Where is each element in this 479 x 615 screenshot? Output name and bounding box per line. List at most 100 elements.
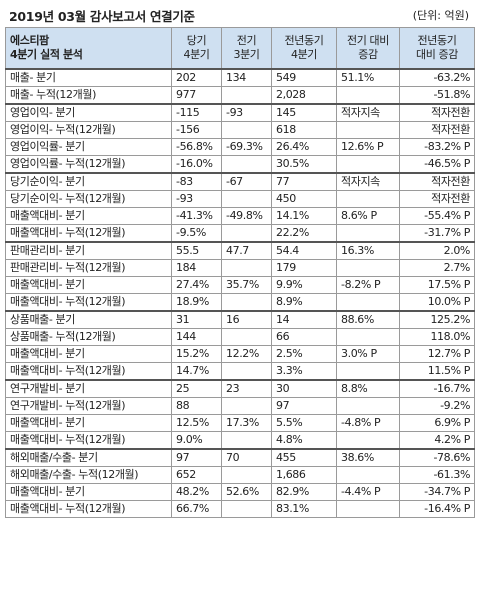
row-label: 매출액대비- 분기	[5, 207, 172, 225]
table-row: 영업이익- 분기 -115 -93 145 적자지속 적자전환	[5, 103, 475, 122]
table-row: 영업이익- 누적(12개월) -156 618 적자전환	[5, 121, 475, 139]
cell-qoq-change	[336, 500, 400, 518]
cell-prev-q: -67	[221, 172, 272, 191]
row-label: 상품매출- 분기	[5, 310, 172, 329]
table-row: 당기순이익- 분기 -83 -67 77 적자지속 적자전환	[5, 172, 475, 191]
table-row: 연구개발비- 누적(12개월) 88 97 -9.2%	[5, 397, 475, 415]
cell-prev-q: 47.7	[221, 241, 272, 260]
cell-qoq-change: 16.3%	[336, 241, 400, 260]
cell-qoq-change: 적자지속	[336, 103, 400, 122]
financial-table: 에스티팜 4분기 실적 분석 당기 4분기 전기 3분기 전년동기 4분기 전기 대비…	[5, 27, 475, 518]
cell-prev-q: 70	[221, 448, 272, 467]
cell-prev-q	[221, 224, 272, 243]
table-row: 판매관리비- 분기 55.5 47.7 54.4 16.3% 2.0%	[5, 241, 475, 260]
cell-current-q: 652	[171, 466, 222, 484]
cell-yoy-q: 26.4%	[271, 138, 337, 156]
cell-yoy-change: 125.2%	[399, 310, 475, 329]
cell-yoy-q: 54.4	[271, 241, 337, 260]
cell-qoq-change	[336, 362, 400, 381]
cell-yoy-change: 10.0% P	[399, 293, 475, 312]
cell-prev-q: 52.6%	[221, 483, 272, 501]
cell-qoq-change	[336, 190, 400, 208]
cell-qoq-change	[336, 155, 400, 174]
cell-current-q: -115	[171, 103, 222, 122]
table-row: 매출액대비- 분기 27.4% 35.7% 9.9% -8.2% P 17.5% P	[5, 276, 475, 294]
cell-current-q: 88	[171, 397, 222, 415]
cell-current-q: 202	[171, 68, 222, 87]
cell-prev-q	[221, 362, 272, 381]
cell-yoy-q: 14	[271, 310, 337, 329]
table-row: 상품매출- 누적(12개월) 144 66 118.0%	[5, 328, 475, 346]
cell-qoq-change: 적자지속	[336, 172, 400, 191]
cell-current-q: 27.4%	[171, 276, 222, 294]
cell-yoy-q: 145	[271, 103, 337, 122]
row-label: 영업이익률- 분기	[5, 138, 172, 156]
cell-qoq-change: 3.0% P	[336, 345, 400, 363]
header-company: 에스티팜	[10, 34, 49, 47]
cell-yoy-q: 2,028	[271, 86, 337, 105]
cell-qoq-change: 8.8%	[336, 379, 400, 398]
cell-qoq-change: -4.4% P	[336, 483, 400, 501]
row-label: 영업이익- 분기	[5, 103, 172, 122]
cell-current-q: 144	[171, 328, 222, 346]
cell-yoy-change: -9.2%	[399, 397, 475, 415]
unit-label: (단위: 억원)	[412, 9, 469, 22]
cell-yoy-q: 9.9%	[271, 276, 337, 294]
row-label: 매출액대비- 분기	[5, 483, 172, 501]
cell-prev-q: 134	[221, 68, 272, 87]
cell-yoy-change: 4.2% P	[399, 431, 475, 450]
row-label: 연구개발비- 분기	[5, 379, 172, 398]
cell-qoq-change	[336, 224, 400, 243]
cell-current-q: 66.7%	[171, 500, 222, 518]
header-qoq-change: 전기 대비 증감	[336, 27, 400, 70]
cell-prev-q: 17.3%	[221, 414, 272, 432]
cell-yoy-q: 82.9%	[271, 483, 337, 501]
cell-qoq-change	[336, 397, 400, 415]
cell-prev-q	[221, 500, 272, 518]
row-label: 해외매출/수출- 누적(12개월)	[5, 466, 172, 484]
table-row: 영업이익률- 분기 -56.8% -69.3% 26.4% 12.6% P -83.2% …	[5, 138, 475, 156]
cell-qoq-change: 38.6%	[336, 448, 400, 467]
table-row: 매출액대비- 분기 48.2% 52.6% 82.9% -4.4% P -34.7% P	[5, 483, 475, 501]
table-row: 연구개발비- 분기 25 23 30 8.8% -16.7%	[5, 379, 475, 398]
cell-qoq-change: -4.8% P	[336, 414, 400, 432]
cell-yoy-change: -63.2%	[399, 68, 475, 87]
row-label: 매출액대비- 분기	[5, 276, 172, 294]
cell-yoy-change: 12.7% P	[399, 345, 475, 363]
cell-current-q: 12.5%	[171, 414, 222, 432]
header-prev-q: 전기 3분기	[221, 27, 272, 70]
cell-current-q: 977	[171, 86, 222, 105]
cell-yoy-change: -61.3%	[399, 466, 475, 484]
table-row: 영업이익률- 누적(12개월) -16.0% 30.5% -46.5% P	[5, 155, 475, 174]
cell-yoy-change: -83.2% P	[399, 138, 475, 156]
row-label: 매출액대비- 누적(12개월)	[5, 224, 172, 243]
table-row: 매출액대비- 분기 -41.3% -49.8% 14.1% 8.6% P -55.4% P	[5, 207, 475, 225]
cell-yoy-change: -31.7% P	[399, 224, 475, 243]
cell-current-q: 97	[171, 448, 222, 467]
cell-current-q: -56.8%	[171, 138, 222, 156]
cell-current-q: 31	[171, 310, 222, 329]
cell-current-q: 184	[171, 259, 222, 277]
table-row: 해외매출/수출- 분기 97 70 455 38.6% -78.6%	[5, 448, 475, 467]
row-label: 상품매출- 누적(12개월)	[5, 328, 172, 346]
row-label: 판매관리비- 분기	[5, 241, 172, 260]
cell-prev-q	[221, 121, 272, 139]
row-label: 매출액대비- 누적(12개월)	[5, 500, 172, 518]
cell-yoy-q: 8.9%	[271, 293, 337, 312]
cell-current-q: 15.2%	[171, 345, 222, 363]
cell-prev-q: -69.3%	[221, 138, 272, 156]
cell-prev-q	[221, 328, 272, 346]
table-row: 매출액대비- 누적(12개월) -9.5% 22.2% -31.7% P	[5, 224, 475, 243]
cell-yoy-q: 1,686	[271, 466, 337, 484]
header-yoy-q: 전년동기 4분기	[271, 27, 337, 70]
cell-qoq-change: 51.1%	[336, 68, 400, 87]
cell-qoq-change	[336, 86, 400, 105]
header-yoy-change: 전년동기 대비 증감	[399, 27, 475, 70]
cell-yoy-change: -51.8%	[399, 86, 475, 105]
cell-prev-q	[221, 259, 272, 277]
row-label: 영업이익- 누적(12개월)	[5, 121, 172, 139]
cell-yoy-change: 6.9% P	[399, 414, 475, 432]
table-row: 판매관리비- 누적(12개월) 184 179 2.7%	[5, 259, 475, 277]
cell-yoy-change: 적자전환	[399, 172, 475, 191]
cell-yoy-change: 2.0%	[399, 241, 475, 260]
